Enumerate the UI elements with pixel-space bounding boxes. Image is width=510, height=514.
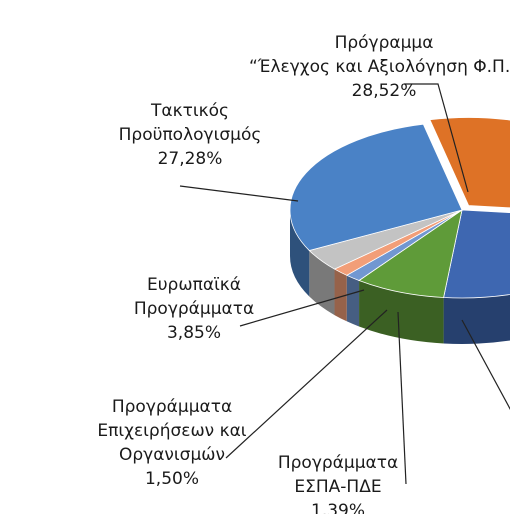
slice-percent: 28,52% [352,81,417,101]
slice-side-other_blue [443,294,510,344]
slice-taktikos [289,123,463,251]
slice-percent: 1,39% [311,501,365,514]
leader-line-pde_green [461,319,510,411]
slice-label-line: ΕΣΠΑ-ΠΔΕ [294,477,381,497]
slice-label-line: Προγράμματα [112,397,232,417]
slice-label-line: Ευρωπαϊκά [147,275,241,295]
slice-label-line: Προγράμματα [278,453,398,473]
slice-label-programma: Πρόγραμμα “Έλεγχος και Αξιολόγηση Φ.Π.” 28… [249,33,510,101]
slice-other_blue [443,209,510,299]
slice-percent: 27,28% [158,149,223,169]
slice-label-line: Πρόγραμμα [335,33,434,53]
slice-side-espa [346,275,360,327]
leader-line-espa [397,311,407,485]
slice-label-line: Προϋπολογισμός [119,125,262,145]
slice-label-line: Οργανισμών [119,445,225,465]
slice-side-pde_green [359,280,444,344]
slice-percent: 1,50% [145,469,199,489]
slice-label-epixeiriseis: Προγράμματα Επιχειρήσεων και Οργανισμών 1,5… [97,397,246,489]
slice-percent: 3,85% [167,323,221,343]
slice-label-espa: Προγράμματα ΕΣΠΑ-ΠΔΕ 1,39% [278,453,398,514]
slice-label-line: Τακτικός [150,101,229,121]
leader-line-taktikos [179,185,299,202]
slice-label-line: Επιχειρήσεων και [97,421,246,441]
slice-labels: Πρόγραμμα “Έλεγχος και Αξιολόγηση Φ.Π.” 28… [97,33,510,514]
leader-lines [179,83,510,485]
slice-label-line: Προγράμματα [134,299,254,319]
slice-programma [429,117,510,209]
slice-label-evropaika: Ευρωπαϊκά Προγράμματα 3,85% [134,275,254,343]
leader-line-epixeiriseis [225,309,388,459]
slice-side-epixeiriseis [334,269,347,322]
slice-label-line: “Έλεγχος και Αξιολόγηση Φ.Π.” [249,57,510,77]
pie-slices [289,117,510,344]
slice-label-taktikos: Τακτικός Προϋπολογισμός 27,28% [119,101,262,169]
leader-line-evropaika [239,289,365,327]
slice-pde_green [358,209,463,298]
slice-side-evropaika [309,250,335,316]
leader-line-programma [404,83,469,193]
